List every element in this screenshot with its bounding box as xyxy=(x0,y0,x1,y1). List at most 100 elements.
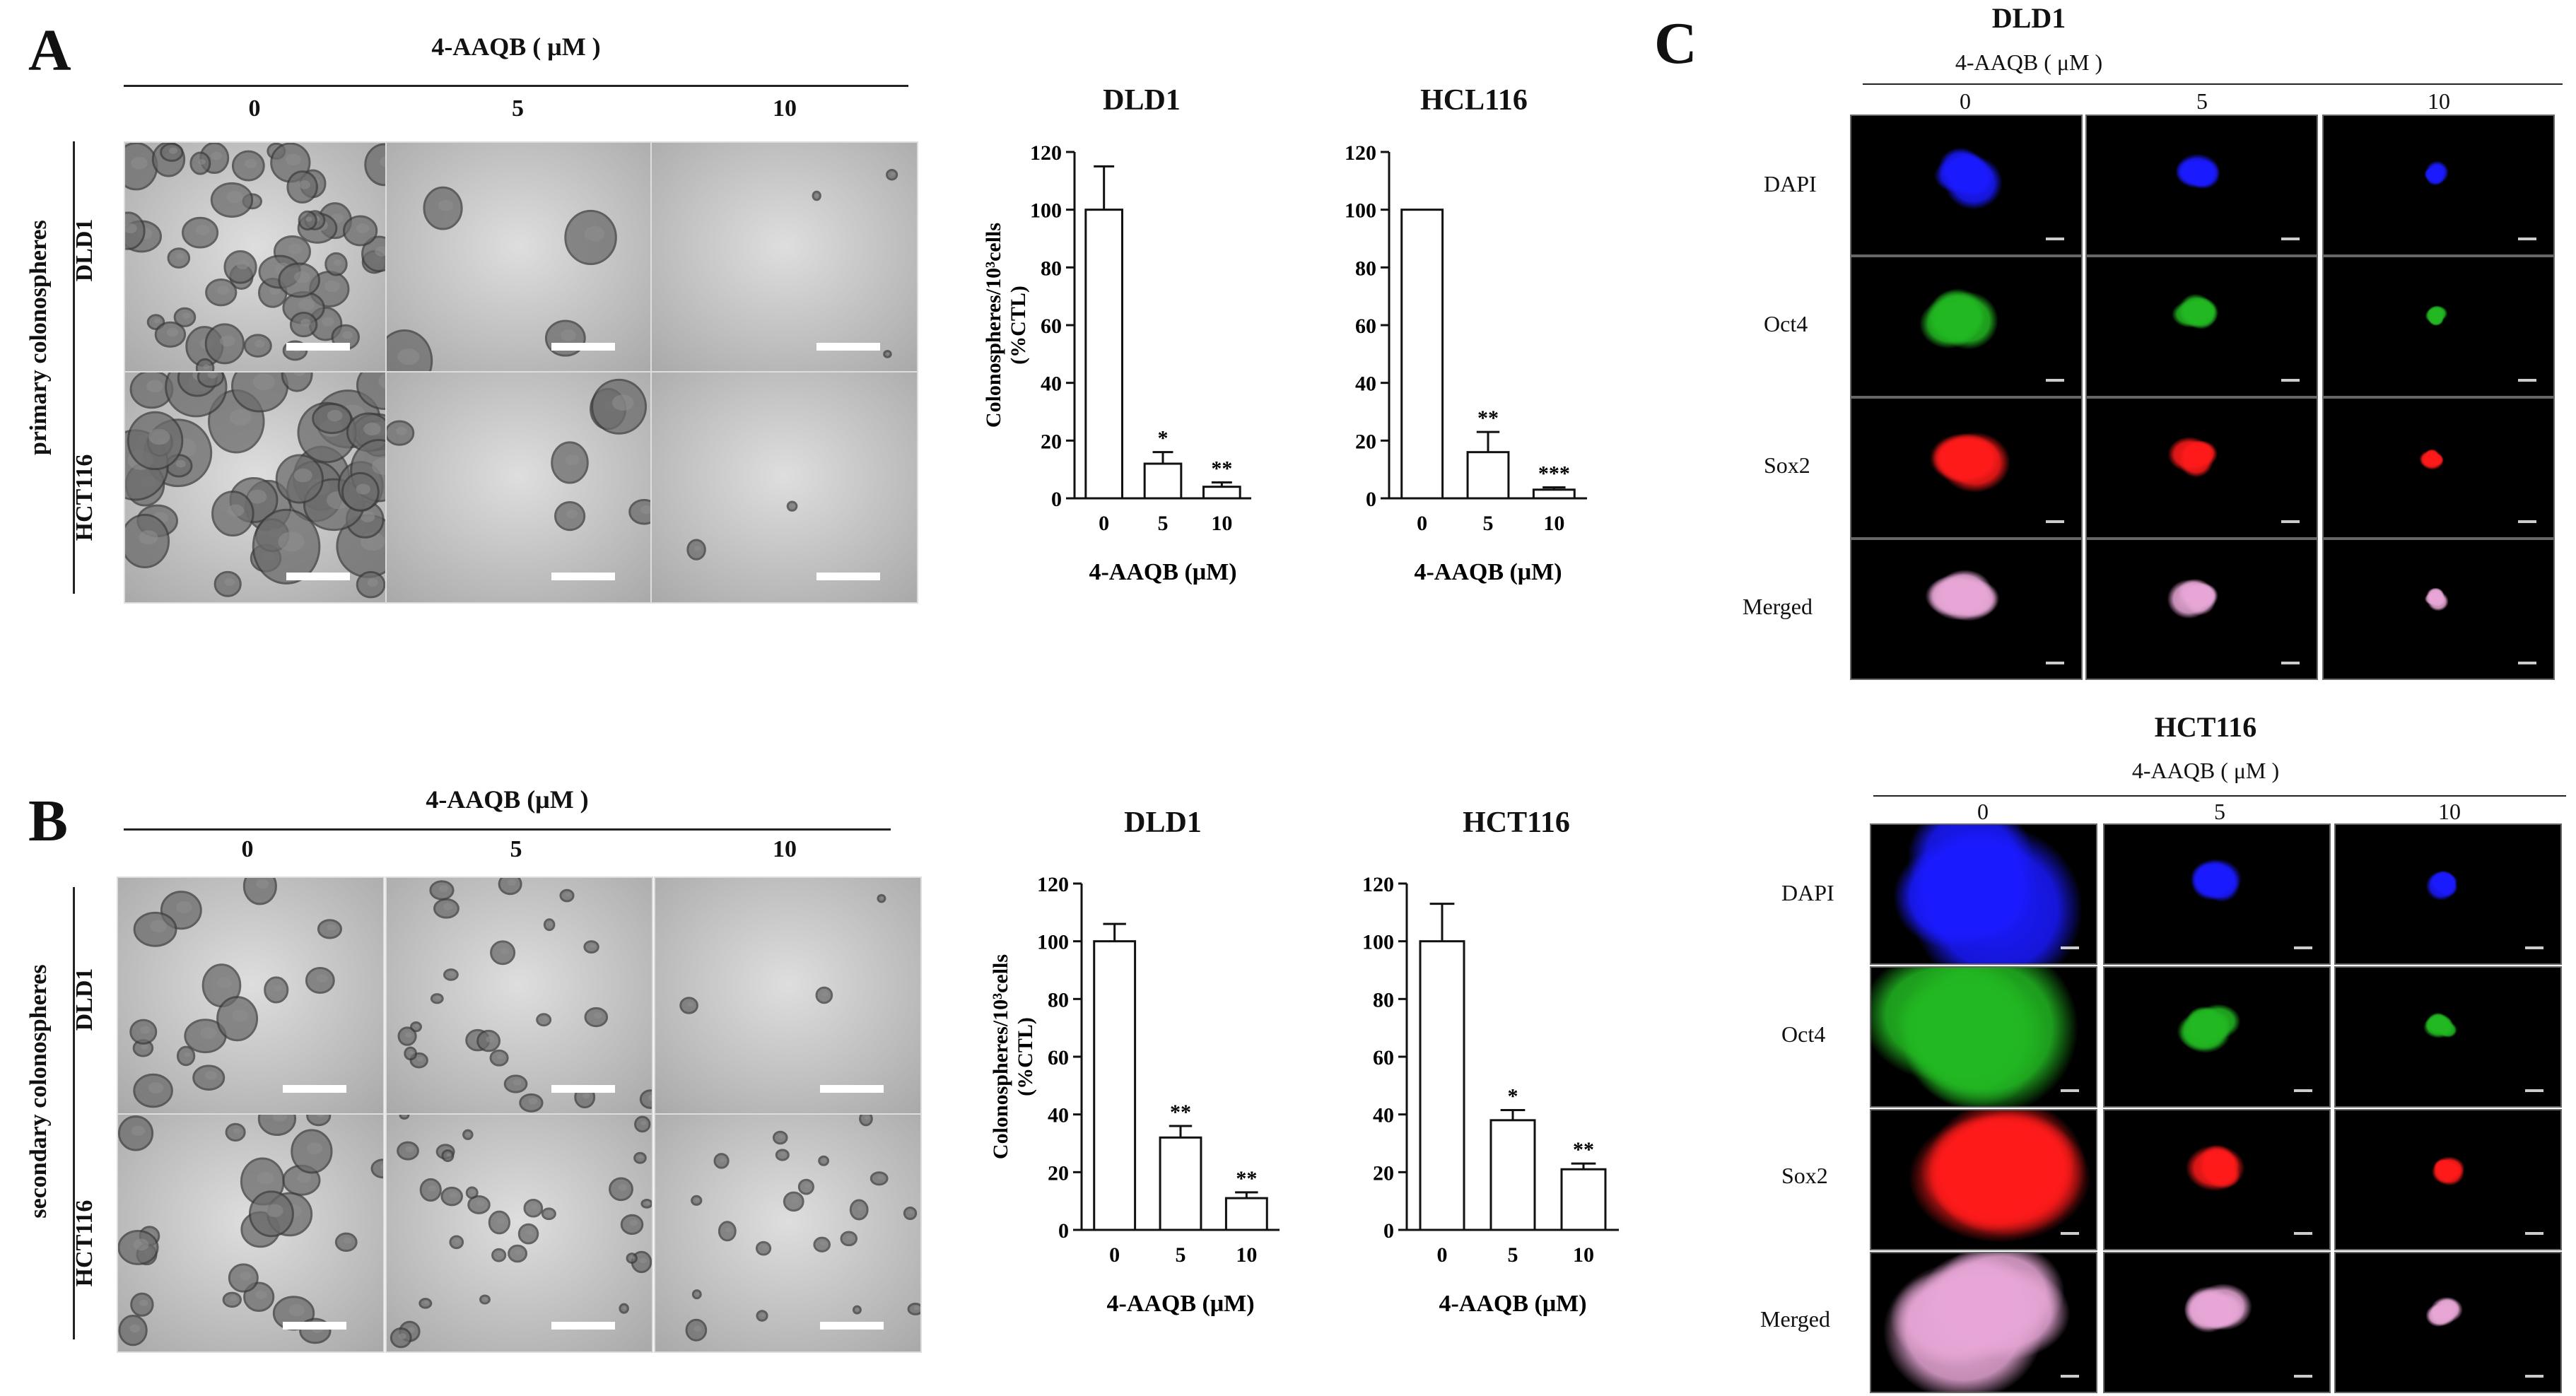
panel-c-dld1-row-sox2: Sox2 xyxy=(1764,452,1810,478)
y-tick-label: 20 xyxy=(1041,430,1062,453)
panel-c-dld1-title: DLD1 xyxy=(1991,2,2066,34)
x-tick-label: 10 xyxy=(1236,1243,1257,1267)
panel-c-dld1-rule xyxy=(1863,83,2563,85)
y-tick-label: 20 xyxy=(1355,430,1376,453)
scale-bar xyxy=(2525,1232,2543,1235)
scale-bar xyxy=(2061,1232,2079,1235)
x-axis-label: 4-AAQB (μM) xyxy=(1439,1291,1586,1317)
panel-a-header-rule xyxy=(124,85,908,87)
fl-dld1-r3-c1 xyxy=(2085,539,2318,680)
micrograph-a-r1-c2 xyxy=(650,371,918,604)
panel-c-hct116-row-sox2: Sox2 xyxy=(1781,1163,1828,1188)
panel-c-dld1-conc-5: 5 xyxy=(2196,88,2208,114)
significance-label: * xyxy=(1158,427,1169,450)
scale-bar xyxy=(2046,662,2064,664)
scale-bar xyxy=(2061,946,2079,949)
fl-dld1-r2-c2 xyxy=(2322,397,2555,539)
bar-10 xyxy=(1224,1197,1268,1231)
scale-bar xyxy=(551,343,615,351)
y-tick-label: 60 xyxy=(1048,1046,1069,1069)
scale-bar xyxy=(2046,379,2064,382)
y-tick-label: 20 xyxy=(1373,1161,1394,1185)
significance-label: *** xyxy=(1538,462,1570,485)
scale-bar xyxy=(2518,237,2536,240)
fl-dld1-r2-c1 xyxy=(2085,397,2318,539)
micrograph-b-r0-c1 xyxy=(385,876,653,1116)
scale-bar xyxy=(551,573,615,580)
scale-bar xyxy=(2281,237,2300,240)
x-tick-label: 0 xyxy=(1437,1243,1448,1267)
scale-bar xyxy=(2525,1375,2543,1378)
significance-label: ** xyxy=(1211,457,1232,481)
fl-dld1-r0-c2 xyxy=(2322,115,2555,256)
fl-hct116-r3-c2 xyxy=(2334,1252,2562,1393)
y-axis-label-unit: (%CTL) xyxy=(1014,1017,1037,1096)
y-tick-label: 0 xyxy=(1058,1219,1069,1243)
y-tick-label: 100 xyxy=(1037,931,1069,954)
panel-a-letter: A xyxy=(28,18,71,83)
chart-a-hcl116-title: HCL116 xyxy=(1420,84,1528,117)
y-tick-label: 20 xyxy=(1048,1161,1069,1185)
panel-a-conc-5: 5 xyxy=(512,95,524,122)
y-tick-label: 80 xyxy=(1048,988,1069,1011)
micrograph-a-r0-c1 xyxy=(385,141,653,374)
panel-a-conc-0: 0 xyxy=(248,95,261,122)
panel-b-treatment-header: 4-AAQB (μM ) xyxy=(426,785,589,814)
x-tick-label: 10 xyxy=(1543,512,1564,535)
panel-a-side-rule xyxy=(73,141,75,594)
x-tick-label: 10 xyxy=(1211,512,1232,535)
micrograph-b-r1-c1 xyxy=(385,1113,653,1353)
x-tick-label: 10 xyxy=(1573,1243,1594,1267)
panel-b-row-hct116: HCT116 xyxy=(71,1199,98,1287)
y-tick-label: 100 xyxy=(1345,199,1376,223)
scale-bar xyxy=(2281,520,2300,523)
chart-a-hcl116: 0 20 40 60 80 100 120 0 ** 5 *** 10 4-AAQB (μM) xyxy=(1345,141,1587,585)
fl-hct116-r0-c0 xyxy=(1870,823,2097,965)
micrograph-b-r0-c0 xyxy=(117,876,385,1116)
bar-10 xyxy=(1560,1168,1607,1231)
panel-c-dld1-row-oct4: Oct4 xyxy=(1764,311,1808,336)
scale-bar xyxy=(2525,1089,2543,1092)
y-tick-label: 100 xyxy=(1362,931,1394,954)
scale-bar xyxy=(2061,1089,2079,1092)
panel-c-dld1-row-merged: Merged xyxy=(1743,594,1813,619)
chart-a-dld1-title: DLD1 xyxy=(1103,84,1181,117)
y-tick-label: 0 xyxy=(1051,488,1062,511)
fl-dld1-r0-c1 xyxy=(2085,115,2318,256)
scale-bar xyxy=(2061,1375,2079,1378)
scale-bar xyxy=(2281,379,2300,382)
y-tick-label: 120 xyxy=(1037,873,1069,896)
chart-b-hct116: 0 20 40 60 80 100 120 0 * 5 ** 10 4-AAQB (μM) xyxy=(1362,873,1619,1317)
y-axis-label-unit: (%CTL) xyxy=(1007,286,1030,365)
scale-bar xyxy=(2525,946,2543,949)
y-tick-label: 100 xyxy=(1030,199,1062,223)
scale-bar xyxy=(551,1085,615,1093)
bar-5 xyxy=(1143,462,1183,500)
bar-5 xyxy=(1489,1119,1536,1231)
y-tick-label: 120 xyxy=(1030,141,1062,165)
fl-hct116-r2-c2 xyxy=(2334,1109,2562,1250)
fl-dld1-r2-c0 xyxy=(1850,397,2083,539)
panel-b-header-rule xyxy=(124,828,891,831)
micrograph-b-r1-c0 xyxy=(117,1113,385,1353)
panel-c-dld1-conc-10: 10 xyxy=(2428,88,2450,114)
fl-hct116-r3-c0 xyxy=(1870,1252,2097,1393)
micrograph-a-r0-c2 xyxy=(650,141,918,374)
panel-b-conc-0: 0 xyxy=(241,836,254,862)
panel-c-hct116-row-oct4: Oct4 xyxy=(1781,1021,1826,1047)
scale-bar xyxy=(820,1322,884,1330)
scale-bar xyxy=(2518,662,2536,664)
panel-c-hct116-conc-10: 10 xyxy=(2438,799,2461,824)
significance-label: ** xyxy=(1170,1101,1191,1124)
panel-c-dld1-conc-0: 0 xyxy=(1960,88,1971,114)
x-axis-label: 4-AAQB (μM) xyxy=(1414,559,1562,585)
panel-a-row-dld1: DLD1 xyxy=(71,218,98,282)
scale-bar xyxy=(286,343,350,351)
fl-hct116-r0-c1 xyxy=(2103,823,2331,965)
scale-bar xyxy=(2294,1232,2312,1235)
x-tick-label: 0 xyxy=(1417,512,1427,535)
micrograph-a-r1-c0 xyxy=(124,371,388,604)
x-tick-label: 5 xyxy=(1483,512,1494,535)
y-tick-label: 80 xyxy=(1373,988,1394,1011)
